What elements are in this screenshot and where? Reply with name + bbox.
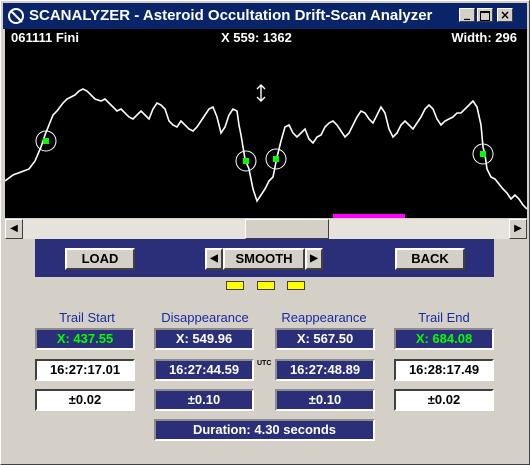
smooth-indicator (287, 281, 305, 290)
disappearance-x: X: 549.96 (154, 328, 254, 350)
trail-end-x: X: 684.08 (394, 328, 494, 350)
maximize-icon (480, 11, 490, 21)
trail-start-error[interactable]: ±0.02 (35, 389, 135, 411)
disappearance-marker[interactable] (235, 150, 257, 172)
smooth-increase-button[interactable]: ▶ (305, 248, 323, 270)
smooth-button[interactable]: SMOOTH (223, 248, 305, 270)
width-readout: Width: 296 (451, 30, 517, 45)
maximize-button[interactable] (477, 8, 493, 22)
trail-end-error[interactable]: ±0.02 (394, 389, 494, 411)
close-icon: × (499, 8, 511, 22)
scroll-left-button[interactable]: ◀ (5, 219, 23, 239)
back-button[interactable]: BACK (395, 248, 465, 270)
cursor-readout: X 559: 1362 (221, 30, 292, 45)
disappearance-error: ±0.10 (154, 389, 254, 411)
reappearance-x: X: 567.50 (275, 328, 375, 350)
trail-start-time[interactable]: 16:27:17.01 (35, 359, 135, 381)
trail-start-header: Trail Start (59, 310, 115, 325)
light-curve-display[interactable]: 061111 Fini X 559: 1362 Width: 296 (5, 29, 527, 218)
range-bar (333, 214, 405, 218)
reappearance-time: 16:27:48.89 (275, 359, 375, 381)
trail-start-marker[interactable] (35, 130, 57, 152)
trail-end-marker[interactable] (472, 143, 494, 165)
horizontal-scrollbar[interactable]: ◀ ▶ (5, 219, 527, 239)
smooth-indicator (226, 281, 244, 290)
disappearance-time: 16:27:44.59 (154, 359, 254, 381)
minimize-button[interactable]: _ (459, 6, 475, 22)
smooth-indicator (257, 281, 275, 290)
app-logo-icon (8, 8, 24, 24)
window-title: SCANALYZER - Asteroid Occultation Drift-… (29, 7, 433, 24)
light-curve-trace (5, 88, 527, 210)
disappearance-header: Disappearance (161, 310, 249, 325)
load-button[interactable]: LOAD (65, 248, 135, 270)
light-curve-plot (5, 84, 527, 218)
reappearance-error: ±0.10 (275, 389, 375, 411)
title-bar[interactable]: SCANALYZER - Asteroid Occultation Drift-… (3, 3, 527, 29)
trail-start-x: X: 437.55 (35, 328, 135, 350)
scan-label: 061111 Fini (11, 30, 79, 45)
duration-display: Duration: 4.30 seconds (154, 419, 375, 441)
utc-label: UTC (257, 360, 272, 367)
trail-end-time[interactable]: 16:28:17.49 (394, 359, 494, 381)
smooth-decrease-button[interactable]: ◀ (205, 248, 223, 270)
scroll-right-button[interactable]: ▶ (509, 219, 527, 239)
resize-cursor-icon (256, 84, 266, 102)
reappearance-marker[interactable] (265, 148, 287, 170)
reappearance-header: Reappearance (281, 310, 367, 325)
right-arrow-icon: ▶ (514, 223, 522, 234)
left-arrow-icon: ◀ (10, 223, 18, 234)
minimize-icon: _ (464, 6, 470, 20)
scroll-thumb[interactable] (245, 219, 329, 239)
trail-end-header: Trail End (418, 310, 470, 325)
close-button[interactable]: × (497, 8, 513, 22)
control-panel: LOAD ◀ SMOOTH ▶ BACK (35, 239, 494, 277)
